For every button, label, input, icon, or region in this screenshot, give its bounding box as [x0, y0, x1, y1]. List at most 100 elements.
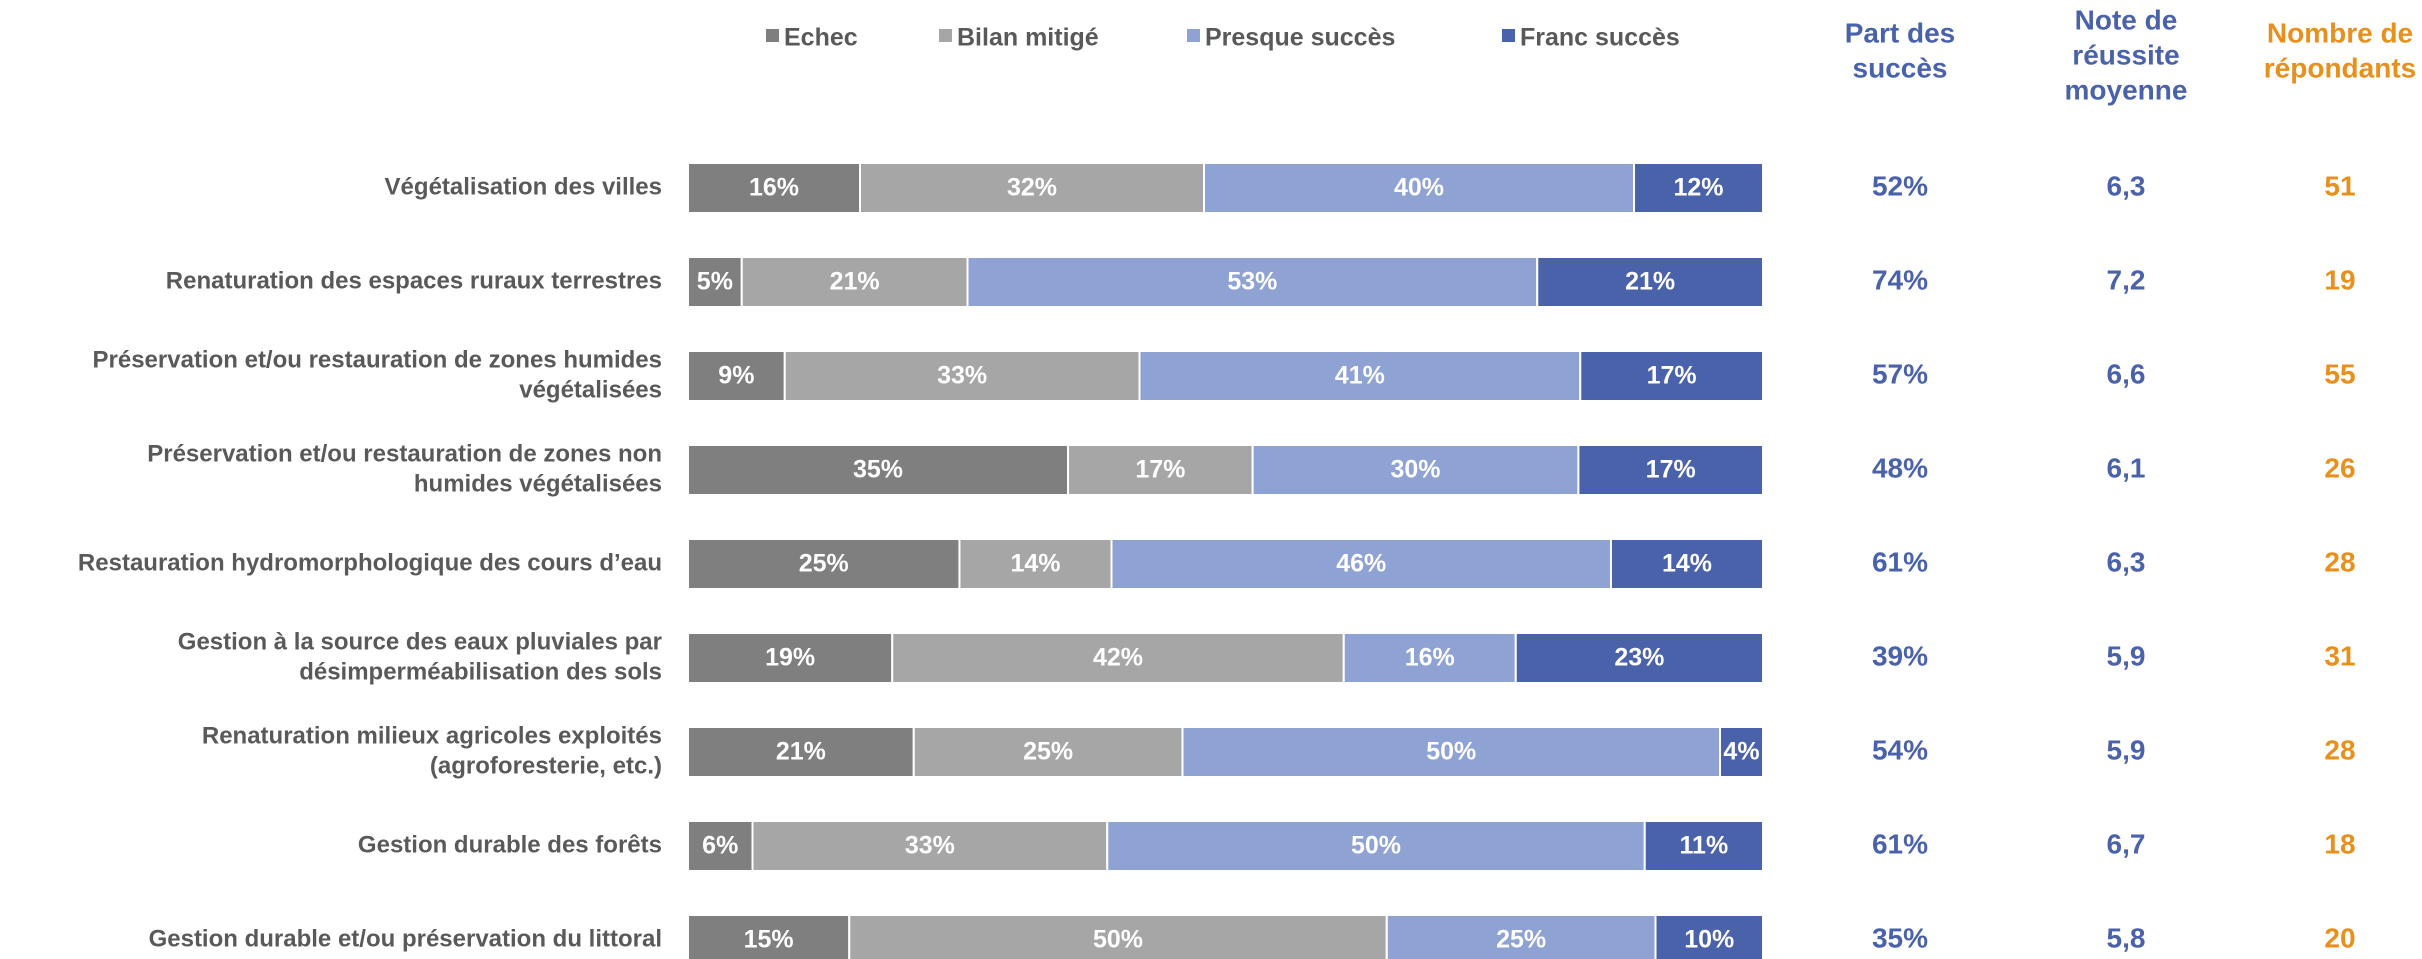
legend-swatch-2	[1187, 29, 1200, 42]
column-value-1-3: 6,1	[2107, 452, 2146, 483]
bar-segment-6-3	[1719, 726, 1764, 778]
bar-segment-4-2	[1110, 538, 1612, 590]
column-value-0-3: 48%	[1872, 452, 1928, 483]
column-value-1-8: 5,8	[2107, 922, 2146, 953]
bar-label-1-3: 21%	[1625, 268, 1675, 296]
column-value-0-5: 39%	[1872, 640, 1928, 671]
column-value-1-5: 5,9	[2107, 640, 2146, 671]
bar-label-3-2: 30%	[1391, 456, 1441, 484]
bar-segment-4-0	[687, 538, 961, 590]
category-label-3-line-0: Préservation et/ou restauration de zones…	[147, 440, 662, 467]
column-value-1-0: 6,3	[2107, 170, 2146, 201]
column-header-2-line-1: répondants	[2264, 52, 2416, 83]
category-label-6-line-1: (agroforesterie, etc.)	[430, 752, 662, 779]
category-label-8-line-0: Gestion durable et/ou préservation du li…	[149, 925, 662, 952]
bar-label-1-2: 53%	[1227, 268, 1277, 296]
chart-legend: Echec Bilan mitigé Presque succès Franc suc…	[766, 24, 1680, 52]
bar-label-0-1: 32%	[1007, 174, 1057, 202]
bar-label-7-1: 33%	[905, 832, 955, 860]
column-value-0-4: 61%	[1872, 546, 1928, 577]
column-value-0-6: 54%	[1872, 734, 1928, 765]
legend-swatch-3	[1502, 29, 1515, 42]
legend-label-1: Bilan mitigé	[957, 24, 1099, 52]
category-label-2-line-1: végétalisées	[519, 376, 662, 403]
bar-label-6-3: 4%	[1723, 738, 1759, 766]
bar-segment-2-1	[783, 350, 1141, 402]
bar-label-3-0: 35%	[853, 456, 903, 484]
column-header-0-line-1: succès	[1853, 52, 1948, 83]
column-value-2-4: 28	[2324, 546, 2355, 577]
bar-label-8-1: 50%	[1093, 926, 1143, 954]
bar-label-7-0: 6%	[702, 832, 738, 860]
column-value-2-5: 31	[2324, 640, 2355, 671]
chart-row-8: Gestion durable et/ou préservation du li…	[149, 914, 2356, 959]
bar-segment-0-2	[1203, 162, 1635, 214]
bar-label-2-2: 41%	[1335, 362, 1385, 390]
bar-segment-5-1	[891, 632, 1345, 684]
column-value-0-1: 74%	[1872, 264, 1928, 295]
chart-row-3: Préservation et/ou restauration de zones…	[147, 440, 2355, 497]
chart-row-6: Renaturation milieux agricoles exploités…	[202, 722, 2356, 779]
bar-label-6-0: 21%	[776, 738, 826, 766]
column-value-2-6: 28	[2324, 734, 2355, 765]
category-label-1-line-0: Renaturation des espaces ruraux terrestr…	[166, 267, 662, 294]
column-value-0-2: 57%	[1872, 358, 1928, 389]
chart-row-4: Restauration hydromorphologique des cour…	[78, 538, 2356, 590]
bar-label-3-3: 17%	[1646, 456, 1696, 484]
bar-segment-0-0	[687, 162, 861, 214]
bar-label-5-0: 19%	[765, 644, 815, 672]
bar-segment-1-3	[1536, 256, 1764, 308]
bar-label-8-0: 15%	[744, 926, 794, 954]
column-value-0-0: 52%	[1872, 170, 1928, 201]
side-column-headers: Part des succès Note de réussite moyenne Nomb…	[1845, 4, 2416, 105]
category-label-0-line-0: Végétalisation des villes	[385, 173, 662, 200]
category-label-6-line-0: Renaturation milieux agricoles exploités	[202, 722, 662, 749]
bar-segment-5-2	[1342, 632, 1517, 684]
column-value-2-2: 55	[2324, 358, 2355, 389]
legend-swatch-1	[939, 29, 952, 42]
legend-label-2: Presque succès	[1205, 24, 1395, 52]
bar-label-5-1: 42%	[1093, 644, 1143, 672]
chart-row-2: Préservation et/ou restauration de zones…	[93, 346, 2356, 403]
bar-label-7-2: 50%	[1351, 832, 1401, 860]
bar-segment-8-2	[1385, 914, 1657, 959]
bar-segment-7-0	[687, 820, 754, 872]
chart-row-7: Gestion durable des forêts 6% 33% 50% 11% 61%…	[358, 820, 2356, 872]
bar-label-4-2: 46%	[1336, 550, 1386, 578]
bar-label-1-0: 5%	[697, 268, 733, 296]
bar-segment-1-1	[740, 256, 969, 308]
column-value-2-7: 18	[2324, 828, 2355, 859]
category-label-3-line-1: humides végétalisées	[414, 470, 662, 497]
chart-rows: Végétalisation des villes 16% 32% 40% 12% 52%…	[78, 162, 2356, 959]
bar-label-7-3: 11%	[1680, 832, 1729, 860]
column-header-1-line-2: moyenne	[2065, 74, 2188, 105]
bar-segment-4-1	[958, 538, 1113, 590]
bar-segment-6-2	[1181, 726, 1721, 778]
chart-row-1: Renaturation des espaces ruraux terrestr…	[166, 256, 2356, 308]
column-value-1-6: 5,9	[2107, 734, 2146, 765]
chart-row-0: Végétalisation des villes 16% 32% 40% 12% 52%…	[385, 162, 2356, 214]
column-header-0-line-0: Part des	[1845, 17, 1956, 48]
bar-segment-5-3	[1514, 632, 1764, 684]
bar-segment-6-0	[687, 726, 915, 778]
bar-label-5-3: 23%	[1614, 644, 1664, 672]
column-value-1-4: 6,3	[2107, 546, 2146, 577]
bar-label-0-3: 12%	[1673, 174, 1723, 202]
bar-label-1-1: 21%	[830, 268, 880, 296]
bar-label-3-1: 17%	[1135, 456, 1185, 484]
column-value-2-8: 20	[2324, 922, 2355, 953]
column-value-2-0: 51	[2324, 170, 2355, 201]
category-label-2-line-0: Préservation et/ou restauration de zones…	[93, 346, 662, 373]
bar-label-4-1: 14%	[1010, 550, 1060, 578]
category-label-5-line-1: désimperméabilisation des sols	[299, 658, 662, 685]
bar-segment-0-1	[859, 162, 1205, 214]
bar-label-0-2: 40%	[1394, 174, 1444, 202]
column-value-0-8: 35%	[1872, 922, 1928, 953]
bar-segment-2-3	[1579, 350, 1764, 402]
bar-label-2-3: 17%	[1647, 362, 1697, 390]
column-header-2-line-0: Nombre de	[2267, 17, 2413, 48]
category-label-5-line-0: Gestion à la source des eaux pluviales p…	[178, 628, 662, 655]
legend-label-0: Echec	[784, 24, 858, 52]
bar-label-2-0: 9%	[718, 362, 754, 390]
bar-segment-3-0	[687, 444, 1070, 496]
